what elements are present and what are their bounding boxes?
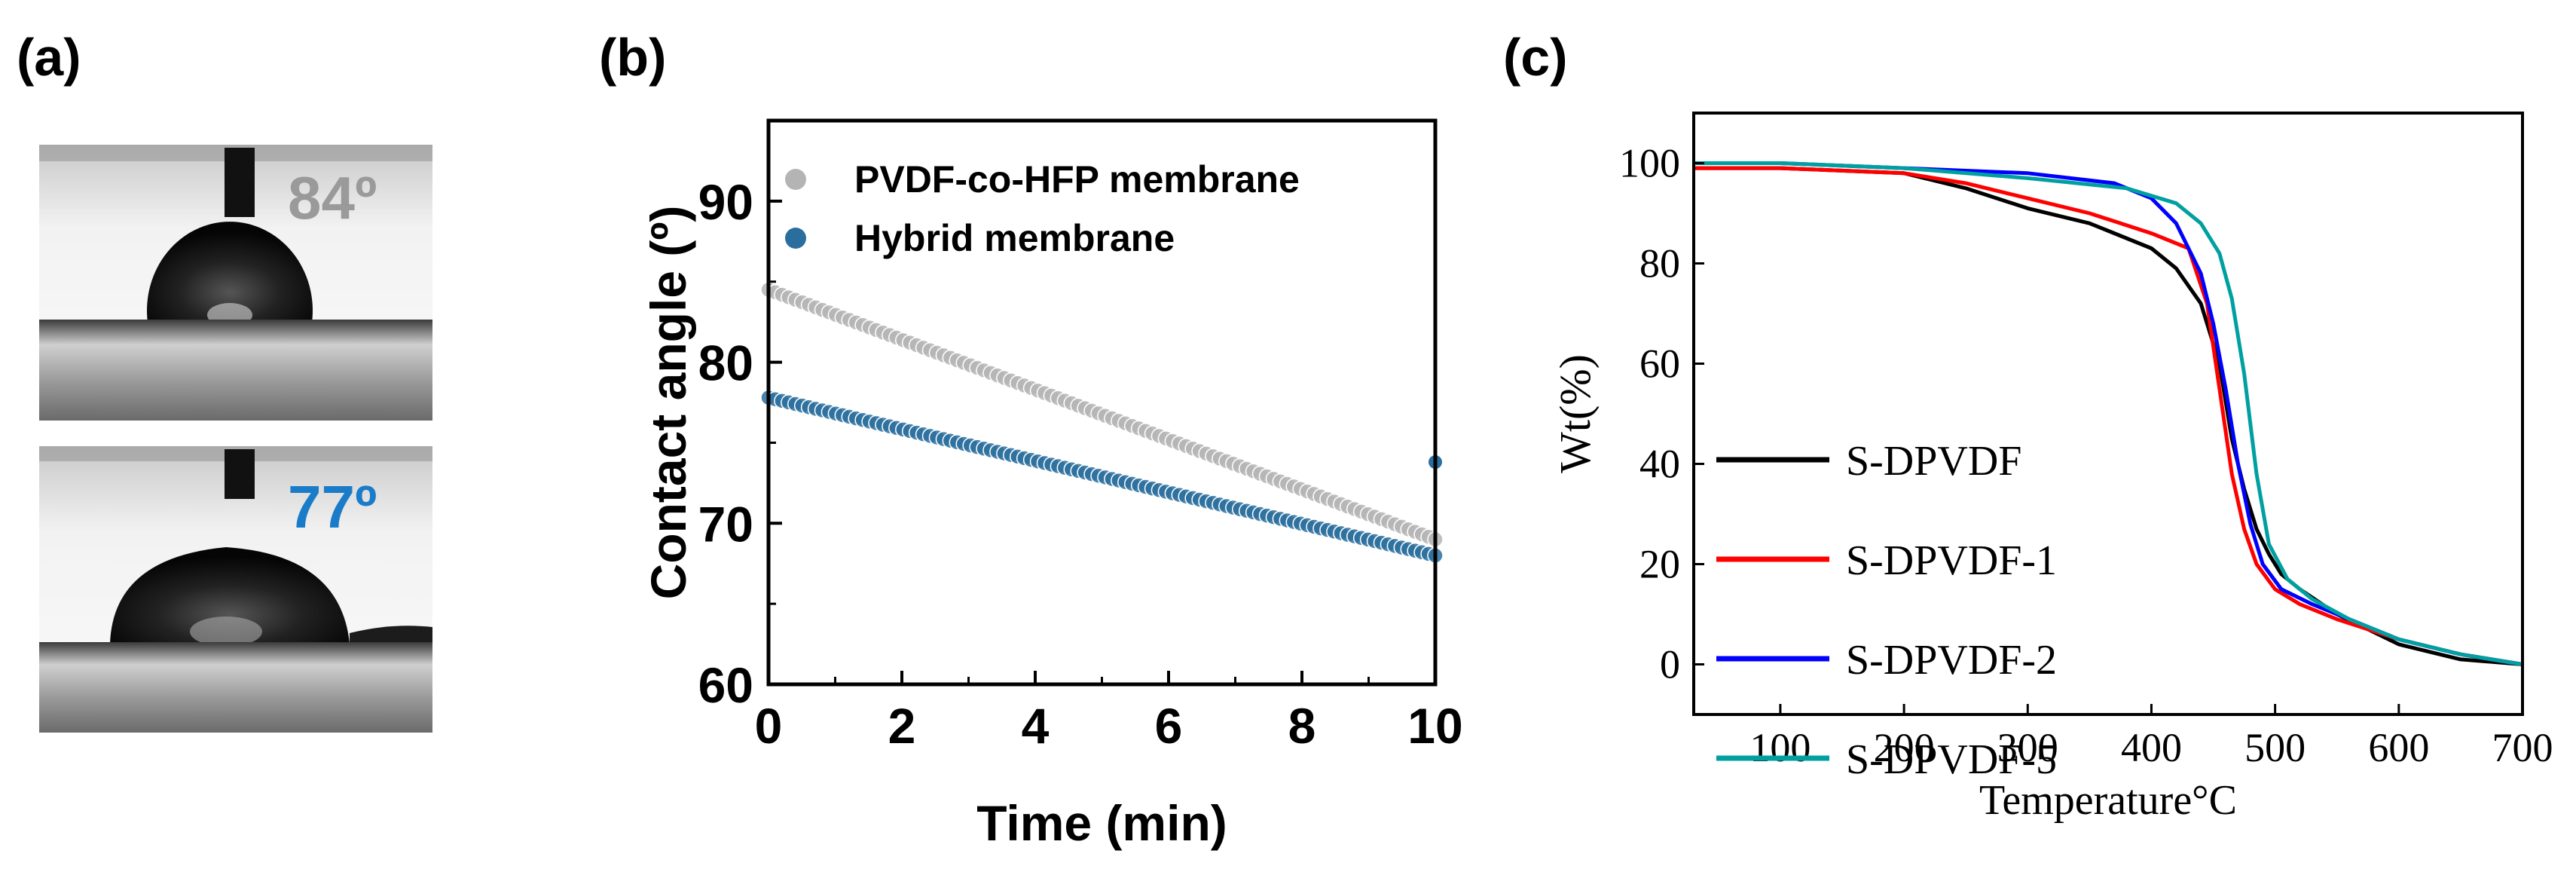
y-axis-label: Contact angle (º) <box>640 206 696 600</box>
legend: S-DPVDF S-DPVDF-1 S-DPVDF-2 S-DPVDF-5 <box>1716 438 2057 783</box>
y-tick-label: 20 <box>1639 542 1680 587</box>
legend-label: Hybrid membrane <box>854 217 1175 259</box>
y-tick-label: 60 <box>1639 341 1680 387</box>
x-tick-label: 700 <box>2492 725 2553 770</box>
legend-label: S-DPVDF <box>1846 438 2021 485</box>
contact-angle-photo-top <box>39 145 432 421</box>
series-line-s-dpvdf-1 <box>1694 166 2523 666</box>
legend-label: S-DPVDF-1 <box>1846 537 2057 584</box>
panel-a: (a) <box>17 28 432 733</box>
y-tick-label: 80 <box>698 335 753 391</box>
x-tick-label: 200 <box>1874 725 1935 770</box>
panel-c: (c) 100 200 300 400 500 600 700 0 20 40 60 80 100 Tem… <box>1503 28 2553 824</box>
x-tick-label: 300 <box>1997 725 2058 770</box>
series-line-s-dpvdf-5 <box>1694 161 2523 666</box>
legend-marker <box>785 228 806 249</box>
y-tick-label: 100 <box>1619 141 1680 186</box>
series-line-s-dpvdf <box>1694 166 2523 666</box>
x-tick-label: 500 <box>2244 725 2306 770</box>
x-tick-label: 4 <box>1022 698 1050 754</box>
y-axis-label: Wt(%) <box>1551 354 1600 473</box>
y-tick-label: 40 <box>1639 442 1680 487</box>
panel-c-label: (c) <box>1503 28 1568 87</box>
y-tick-label: 80 <box>1639 241 1680 286</box>
contact-angle-photo-bottom <box>39 446 432 733</box>
x-axis-label: Temperature°C <box>1979 777 2237 824</box>
x-tick-label: 100 <box>1749 725 1811 770</box>
x-tick-label: 6 <box>1155 698 1183 754</box>
x-tick-label: 8 <box>1288 698 1316 754</box>
plot-frame <box>766 118 1438 687</box>
panel-a-label: (a) <box>17 28 81 87</box>
series-hybrid-membrane <box>760 389 1444 564</box>
x-axis-label: Time (min) <box>976 795 1227 851</box>
contact-angle-chart: 0 2 4 6 8 10 60 70 80 90 Time (min) Contact angle (… <box>640 118 1463 851</box>
series-pvdf-co-hfp-membrane <box>760 281 1444 548</box>
x-tick-label: 400 <box>2121 725 2182 770</box>
x-tick-label: 10 <box>1407 698 1462 754</box>
x-tick-label: 2 <box>888 698 916 754</box>
x-tick-label: 600 <box>2368 725 2429 770</box>
panel-b-label: (b) <box>599 28 666 87</box>
legend-label: PVDF-co-HFP membrane <box>854 158 1300 200</box>
legend-marker <box>785 169 806 190</box>
y-tick-label: 70 <box>698 496 753 552</box>
y-tick-label: 0 <box>1660 642 1680 687</box>
legend-label: S-DPVDF-2 <box>1846 637 2057 684</box>
legend: PVDF-co-HFP membrane Hybrid membrane <box>785 158 1300 259</box>
contact-angle-top-value: 84º <box>288 164 377 231</box>
plot-frame <box>1692 112 2524 716</box>
panel-b: (b) 0 2 4 6 8 10 60 70 80 90 Time (min) Contact ang… <box>599 28 1463 851</box>
x-tick-label: 0 <box>755 698 783 754</box>
y-tick-label: 60 <box>698 657 753 713</box>
contact-angle-bottom-value: 77º <box>288 473 377 540</box>
series-line-s-dpvdf-2 <box>1694 161 2523 666</box>
y-tick-label: 90 <box>698 174 753 230</box>
tga-chart: 100 200 300 400 500 600 700 0 20 40 60 80 100 Tempera… <box>1551 112 2553 824</box>
legend-label: S-DPVDF-5 <box>1846 736 2057 783</box>
